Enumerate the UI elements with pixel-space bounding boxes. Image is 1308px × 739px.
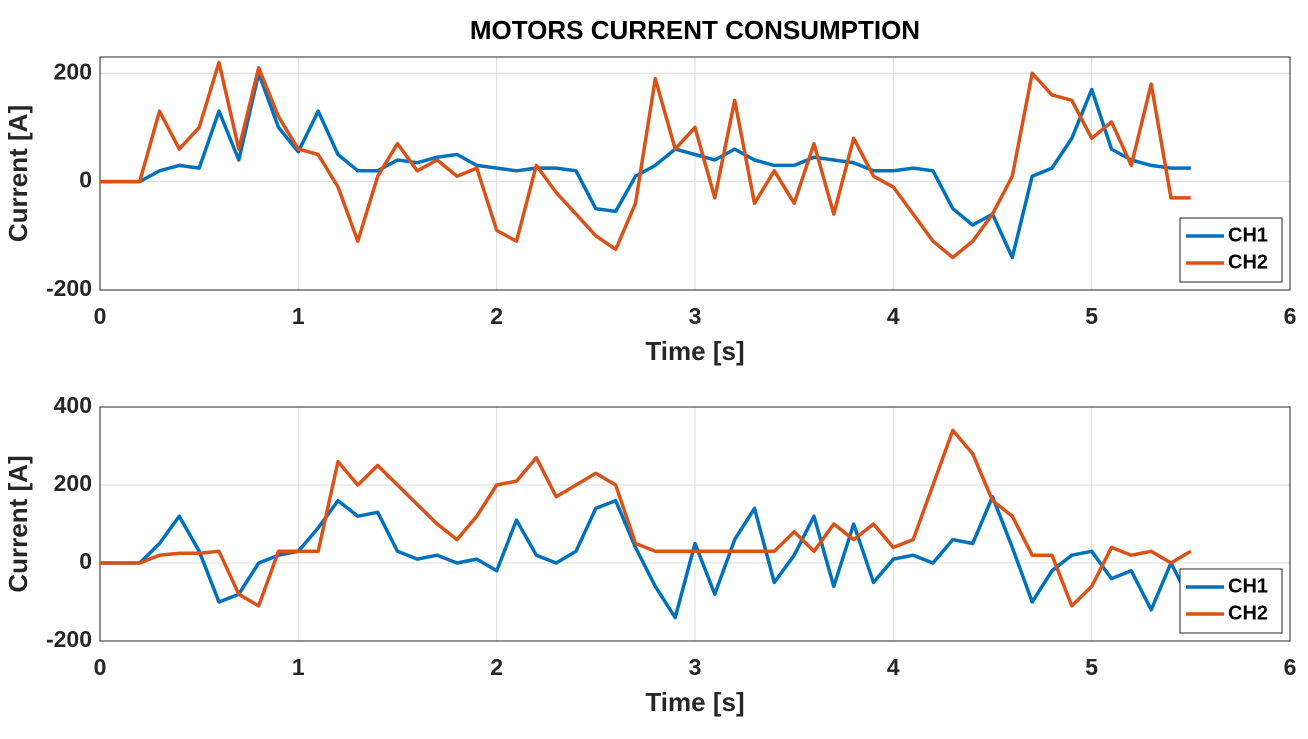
x-tick-label: 5 — [1085, 303, 1098, 329]
x-tick-label: 2 — [490, 654, 503, 680]
x-axis-label: Time [s] — [645, 336, 744, 366]
x-tick-label: 4 — [887, 654, 900, 680]
axes-box — [99, 56, 1291, 291]
legend-label: CH2 — [1228, 602, 1268, 624]
y-axis-label: Current [A] — [3, 105, 33, 242]
legend-label: CH1 — [1228, 224, 1268, 246]
x-tick-label: 1 — [292, 654, 305, 680]
y-tick-label: -200 — [46, 275, 92, 301]
legend-label: CH2 — [1228, 251, 1268, 273]
y-tick-label: 200 — [54, 470, 92, 496]
series-line — [100, 71, 1191, 260]
axes-box — [99, 406, 1291, 642]
x-tick-label: 1 — [292, 303, 305, 329]
x-tick-label: 6 — [1284, 654, 1297, 680]
series-line — [100, 494, 1193, 620]
series-line — [100, 428, 1192, 608]
chart-title: MOTORS CURRENT CONSUMPTION — [470, 15, 920, 45]
x-tick-label: 3 — [689, 303, 702, 329]
y-axis-label: Current [A] — [3, 455, 33, 592]
legend-box — [1179, 217, 1283, 283]
y-tick-label: 0 — [79, 548, 92, 574]
x-tick-label: 5 — [1085, 654, 1098, 680]
x-tick-label: 3 — [689, 654, 702, 680]
x-tick-label: 0 — [94, 654, 107, 680]
series-line — [100, 60, 1191, 260]
y-tick-label: 400 — [54, 392, 92, 418]
y-tick-label: 200 — [54, 58, 92, 84]
y-tick-label: -200 — [46, 626, 92, 652]
x-tick-label: 4 — [887, 303, 900, 329]
legend-box — [1179, 568, 1283, 634]
x-tick-label: 2 — [490, 303, 503, 329]
legend-label: CH1 — [1228, 575, 1268, 597]
x-tick-label: 6 — [1284, 303, 1297, 329]
x-axis-label: Time [s] — [645, 687, 744, 717]
x-tick-label: 0 — [94, 303, 107, 329]
y-tick-label: 0 — [79, 167, 92, 193]
